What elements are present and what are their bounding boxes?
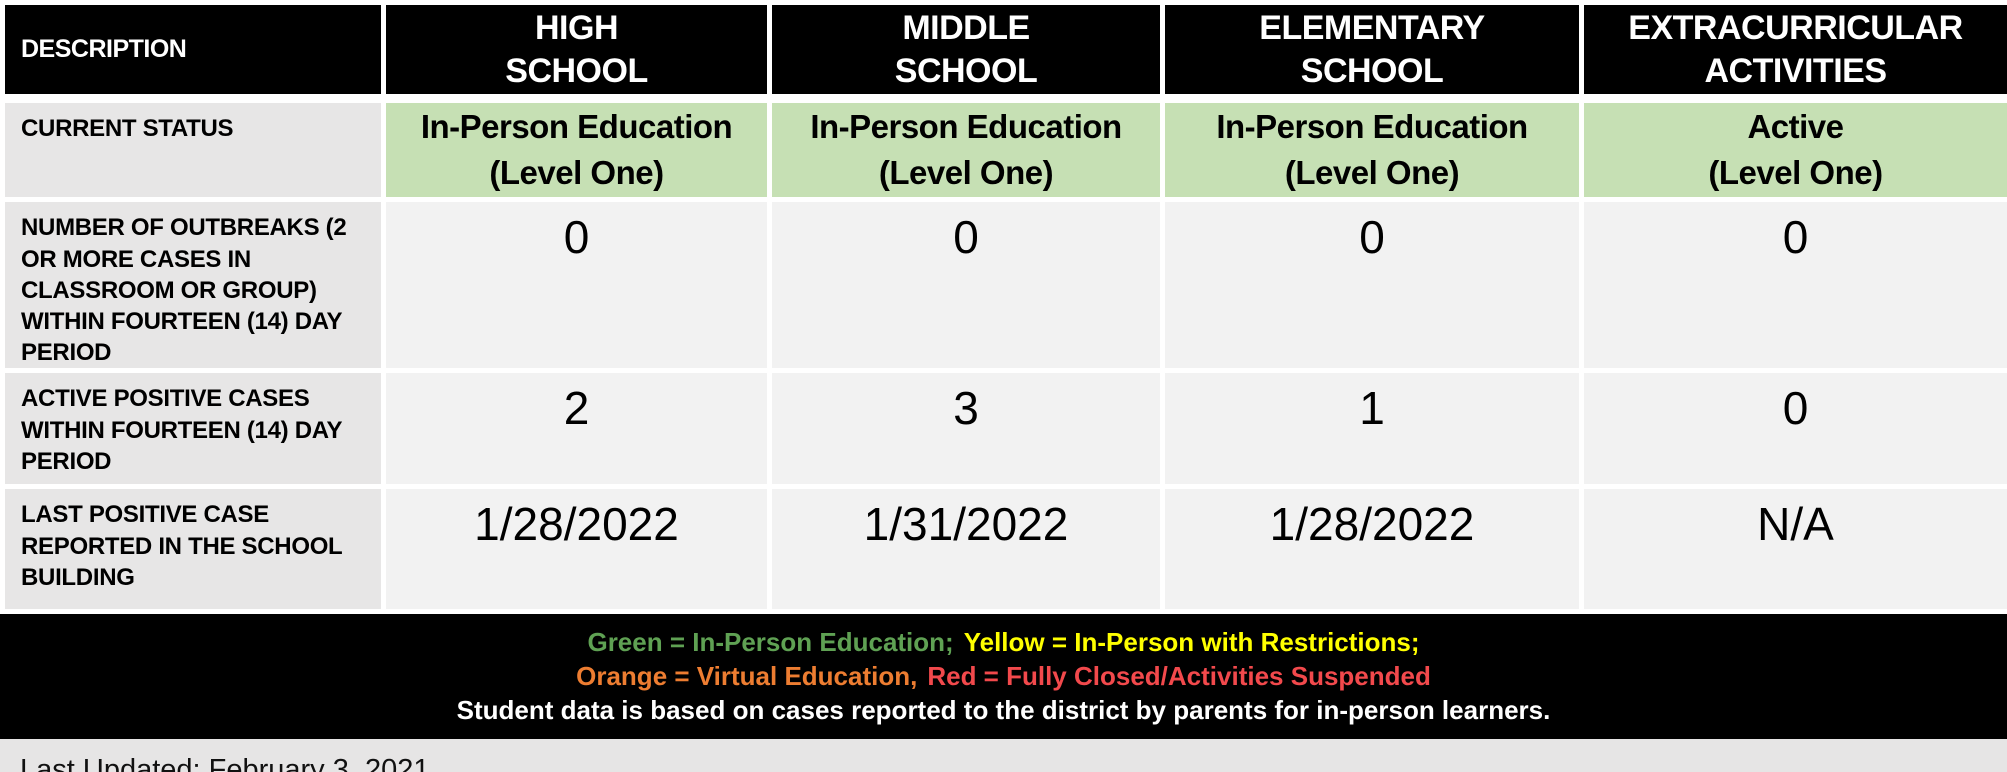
column-header-middle-school: MIDDLE SCHOOL	[767, 0, 1165, 103]
outbreaks-value-middle-school: 0	[767, 197, 1165, 374]
school-status-table: DESCRIPTION HIGH SCHOOL MIDDLE SCHOOL EL…	[0, 0, 2007, 615]
legend-red-label: Red = Fully Closed/Activities Suspended	[927, 661, 1431, 692]
legend-note: Student data is based on cases reported …	[456, 695, 1551, 726]
row-label-current-status: CURRENT STATUS	[0, 95, 386, 203]
last-updated-text: Last Updated: February 3, 2021	[20, 753, 430, 772]
legend-banner: Green = In-Person Education; Yellow = In…	[0, 614, 2007, 740]
outbreaks-value-elementary-school: 0	[1160, 197, 1584, 374]
outbreaks-value-extracurricular: 0	[1579, 197, 2007, 374]
table-row-last-positive-case: LAST POSITIVE CASE REPORTED IN THE SCHOO…	[0, 484, 2007, 615]
legend-line-2: Orange = Virtual Education, Red = Fully …	[576, 661, 1431, 692]
legend-green-label: Green = In-Person Education;	[587, 627, 954, 658]
status-cell-extracurricular: Active (Level One)	[1579, 95, 2007, 203]
active-cases-value-high-school: 2	[381, 368, 772, 490]
status-cell-elementary-school: In-Person Education (Level One)	[1160, 95, 1584, 203]
active-cases-value-extracurricular: 0	[1579, 368, 2007, 490]
column-header-elementary-school: ELEMENTARY SCHOOL	[1160, 0, 1584, 103]
outbreaks-value-high-school: 0	[381, 197, 772, 374]
row-label-last-positive-case: LAST POSITIVE CASE REPORTED IN THE SCHOO…	[0, 484, 386, 615]
active-cases-value-middle-school: 3	[767, 368, 1165, 490]
table-row-active-cases: ACTIVE POSITIVE CASES WITHIN FOURTEEN (1…	[0, 368, 2007, 490]
last-case-date-middle-school: 1/31/2022	[767, 484, 1165, 615]
row-label-active-cases: ACTIVE POSITIVE CASES WITHIN FOURTEEN (1…	[0, 368, 386, 490]
legend-orange-label: Orange = Virtual Education,	[576, 661, 918, 692]
last-case-date-elementary-school: 1/28/2022	[1160, 484, 1584, 615]
legend-yellow-label: Yellow = In-Person with Restrictions;	[963, 627, 1420, 658]
column-header-extracurricular-activities: EXTRACURRICULAR ACTIVITIES	[1579, 0, 2007, 103]
row-label-outbreaks: NUMBER OF OUTBREAKS (2 OR MORE CASES IN …	[0, 197, 386, 374]
table-row-current-status: CURRENT STATUS In-Person Education (Leve…	[0, 95, 2007, 203]
status-cell-middle-school: In-Person Education (Level One)	[767, 95, 1165, 203]
table-row-outbreaks: NUMBER OF OUTBREAKS (2 OR MORE CASES IN …	[0, 197, 2007, 374]
table-header-row: DESCRIPTION HIGH SCHOOL MIDDLE SCHOOL EL…	[0, 0, 2007, 103]
legend-line-1: Green = In-Person Education; Yellow = In…	[587, 627, 1419, 658]
status-cell-high-school: In-Person Education (Level One)	[381, 95, 772, 203]
column-header-description: DESCRIPTION	[0, 0, 386, 103]
last-case-date-high-school: 1/28/2022	[381, 484, 772, 615]
active-cases-value-elementary-school: 1	[1160, 368, 1584, 490]
column-header-high-school: HIGH SCHOOL	[381, 0, 772, 103]
last-updated-bar: Last Updated: February 3, 2021	[0, 739, 2007, 772]
last-case-date-extracurricular: N/A	[1579, 484, 2007, 615]
